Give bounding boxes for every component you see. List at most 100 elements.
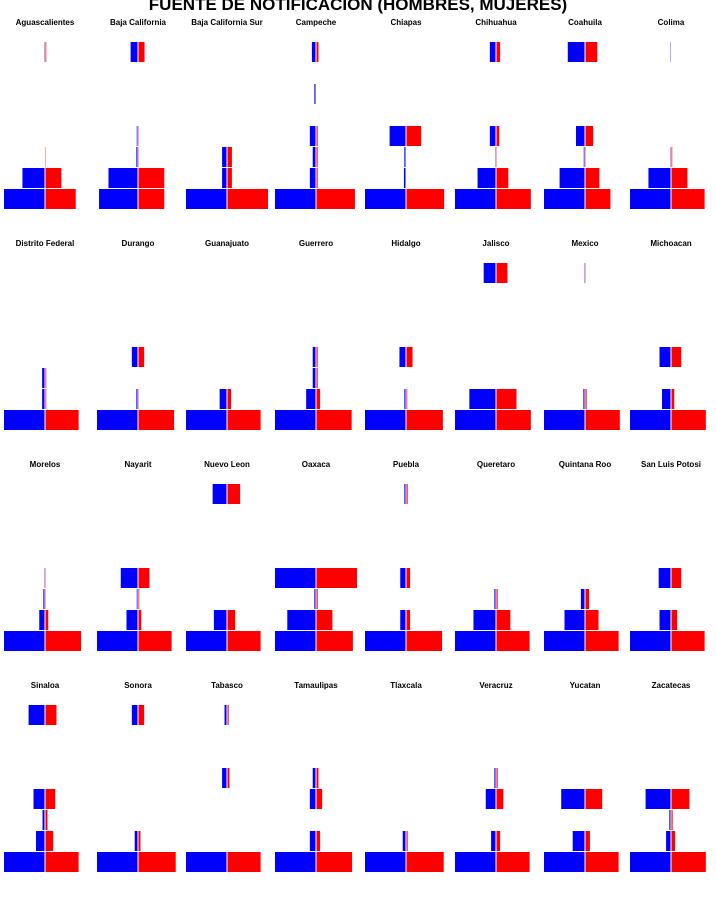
bar-mujeres [671,389,675,409]
bar-mujeres [671,631,705,651]
bar-hombres [564,610,585,630]
panel-quintana-roo: Quintana Roo [544,460,619,651]
panel-title: Veracruz [479,681,512,690]
bar-mujeres [585,410,620,430]
panel-title: Aguascalientes [16,18,75,27]
bar-mujeres [671,347,682,367]
bar-mujeres [227,852,261,872]
bar-mujeres [316,368,318,388]
bar-mujeres [585,389,587,409]
panel-michoacan: Michoacan [630,239,706,430]
bar-hombres [213,610,227,630]
bar-hombres [97,852,138,872]
bar-hombres [485,789,496,809]
bar-hombres [99,189,138,209]
bar-hombres [666,831,671,851]
bar-mujeres [496,589,498,609]
panel-title: Baja California Sur [191,18,263,27]
panel-tabasco: Tabasco [186,681,261,872]
bar-mujeres [45,631,82,651]
bar-mujeres [316,147,318,167]
bar-hombres [28,705,45,725]
bar-mujeres [496,389,517,409]
bar-hombres [306,389,316,409]
bar-hombres [365,852,406,872]
bar-hombres [544,410,585,430]
bar-hombres [186,852,227,872]
panel-tlaxcala: Tlaxcala [365,681,444,872]
bar-mujeres [316,789,323,809]
bar-mujeres [316,42,319,62]
bar-hombres [494,768,496,788]
bar-mujeres [316,852,353,872]
panel-title: Baja California [110,18,167,27]
bar-hombres [544,189,585,209]
bar-mujeres [496,42,501,62]
bar-mujeres [45,810,48,830]
panel-title: Chihuahua [475,18,517,27]
bar-mujeres [671,568,682,588]
panel-title: Puebla [393,460,420,469]
bar-hombres [219,389,227,409]
bar-hombres [130,42,138,62]
bar-mujeres [406,389,408,409]
bar-hombres [455,410,496,430]
bar-mujeres [671,189,705,209]
bar-mujeres [138,831,141,851]
bar-hombres [42,810,45,830]
bar-mujeres [585,631,619,651]
bar-mujeres [316,126,318,146]
bar-hombres [131,705,138,725]
bar-hombres [648,168,671,188]
bar-mujeres [316,831,321,851]
bar-hombres [469,389,496,409]
bar-mujeres [496,789,504,809]
panel-title: Nayarit [124,460,151,469]
panel-chihuahua: Chihuahua [455,18,531,209]
bar-mujeres [671,852,706,872]
bar-hombres [477,168,496,188]
panel-colima: Colima [630,18,705,209]
bar-hombres [309,831,316,851]
bar-hombres [275,568,316,588]
panel-coahuila: Coahuila [544,18,611,209]
bar-mujeres [671,410,706,430]
bar-mujeres [585,189,611,209]
panel-title: Morelos [30,460,61,469]
panel-puebla: Puebla [365,460,443,651]
panel-title: Chiapas [390,18,422,27]
bar-hombres [222,168,227,188]
bar-mujeres [671,831,676,851]
bar-mujeres [45,852,79,872]
bar-mujeres [138,410,175,430]
panel-campeche: Campeche [275,18,355,209]
bar-mujeres [671,147,673,167]
bar-hombres [365,189,406,209]
panel-title: Durango [122,239,155,248]
bar-hombres [399,347,406,367]
bar-hombres [275,852,316,872]
bar-mujeres [316,389,321,409]
panel-title: Hidalgo [391,239,420,248]
bar-mujeres [45,189,76,209]
bar-mujeres [406,126,422,146]
bar-mujeres [227,168,232,188]
bar-hombres [4,852,45,872]
bar-hombres [583,389,585,409]
bar-mujeres [227,389,232,409]
bar-hombres [97,410,138,430]
panel-nuevo-leon: Nuevo Leon [186,460,261,651]
bar-hombres [630,852,671,872]
bar-mujeres [45,705,57,725]
bar-mujeres [585,610,599,630]
bar-mujeres [138,589,140,609]
panel-yucatan: Yucatan [544,681,619,872]
panel-title: Yucatan [570,681,601,690]
panel-guanajuato: Guanajuato [186,239,261,430]
panel-title: Oaxaca [302,460,331,469]
bar-mujeres [138,705,145,725]
panel-guerrero: Guerrero [275,239,352,430]
bar-hombres [186,189,227,209]
bar-hombres [131,347,138,367]
bar-mujeres [496,610,511,630]
